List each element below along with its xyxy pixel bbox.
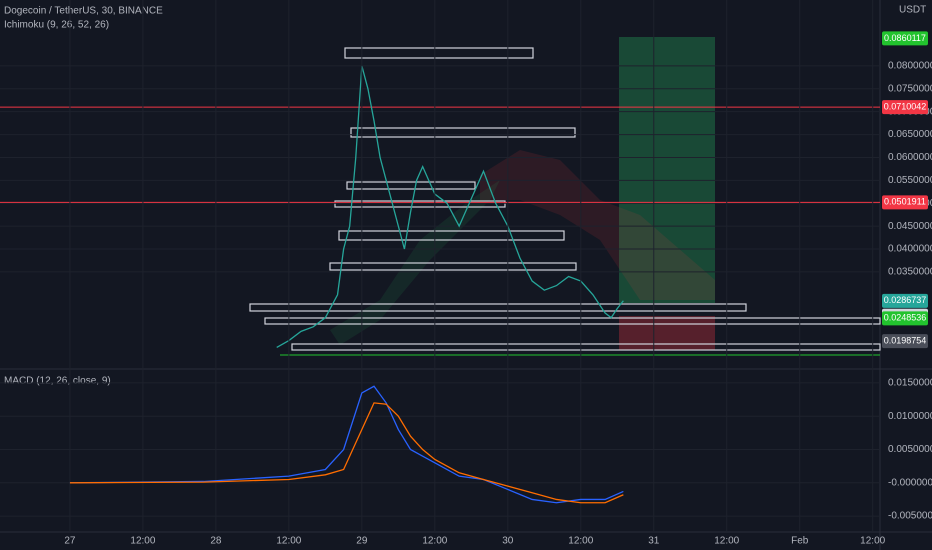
price-label: 0.0286737	[884, 295, 927, 305]
x-tick-label: 28	[210, 536, 222, 547]
y-tick-label: 0.0100000	[888, 411, 932, 422]
price-label: 0.0710042	[884, 101, 927, 111]
price-label-bg	[882, 293, 928, 308]
y-tick-label: 0.0650000	[888, 129, 932, 140]
x-tick-label: 12:00	[714, 536, 739, 547]
price-label-bg	[882, 311, 928, 326]
price-label-bg	[882, 334, 928, 349]
x-tick-label: 12:00	[860, 536, 885, 547]
series-line	[69, 402, 624, 504]
x-tick-label: 12:00	[422, 536, 447, 547]
price-label-bg	[882, 195, 928, 210]
zone-box	[291, 343, 881, 351]
x-tick-label: 12:00	[568, 536, 593, 547]
stop-zone	[619, 316, 715, 350]
ichimoku-cloud	[480, 150, 715, 300]
y-tick-label: 0.0050000	[888, 444, 932, 455]
y-tick-label: 0.0550000	[888, 175, 932, 186]
y-tick-label: 0.0800000	[888, 61, 932, 72]
y-tick-label: 0.0600000	[888, 152, 932, 163]
zone-box	[264, 317, 881, 325]
price-label-bg	[882, 100, 928, 115]
x-tick-label: 12:00	[276, 536, 301, 547]
zone-box	[334, 200, 506, 208]
drawings	[249, 37, 881, 356]
zone-box	[329, 262, 577, 271]
indicator-label: Ichimoku (9, 26, 52, 26)	[4, 20, 109, 31]
chart-title: Dogecoin / TetherUS, 30, BINANCE	[4, 6, 163, 17]
price-label: 0.0198754	[884, 335, 927, 345]
y-tick-label: 0.0450000	[888, 221, 932, 232]
x-tick-label: 30	[502, 536, 514, 547]
zone-box	[338, 230, 565, 241]
x-tick-label: 31	[648, 536, 660, 547]
series-line	[276, 65, 624, 348]
currency-label: USDT	[899, 5, 926, 16]
x-tick-label: 27	[64, 536, 76, 547]
y-tick-label: 0.0150000	[888, 378, 932, 389]
indicator-label: MACD (12, 26, close, 9)	[4, 376, 111, 387]
price-label: 0.0501911	[884, 197, 926, 207]
y-tick-label: 0.0750000	[888, 83, 932, 94]
x-tick-label: Feb	[791, 536, 809, 547]
price-label-bg	[882, 31, 928, 46]
y-tick-label: 0.0350000	[888, 267, 932, 278]
zone-box	[344, 47, 534, 59]
x-tick-label: 12:00	[130, 536, 155, 547]
x-tick-label: 29	[356, 536, 368, 547]
y-tick-label: -0.0000000	[888, 477, 932, 488]
target-zone	[619, 37, 715, 303]
series-line	[69, 385, 624, 504]
price-label: 0.0248536	[884, 313, 927, 323]
y-tick-label: 0.0400000	[888, 244, 932, 255]
y-tick-label: -0.0050000	[888, 511, 932, 522]
price-label: 0.0860117	[884, 33, 926, 43]
zone-box	[346, 181, 476, 190]
zone-box	[249, 303, 747, 312]
zone-box	[350, 127, 576, 138]
